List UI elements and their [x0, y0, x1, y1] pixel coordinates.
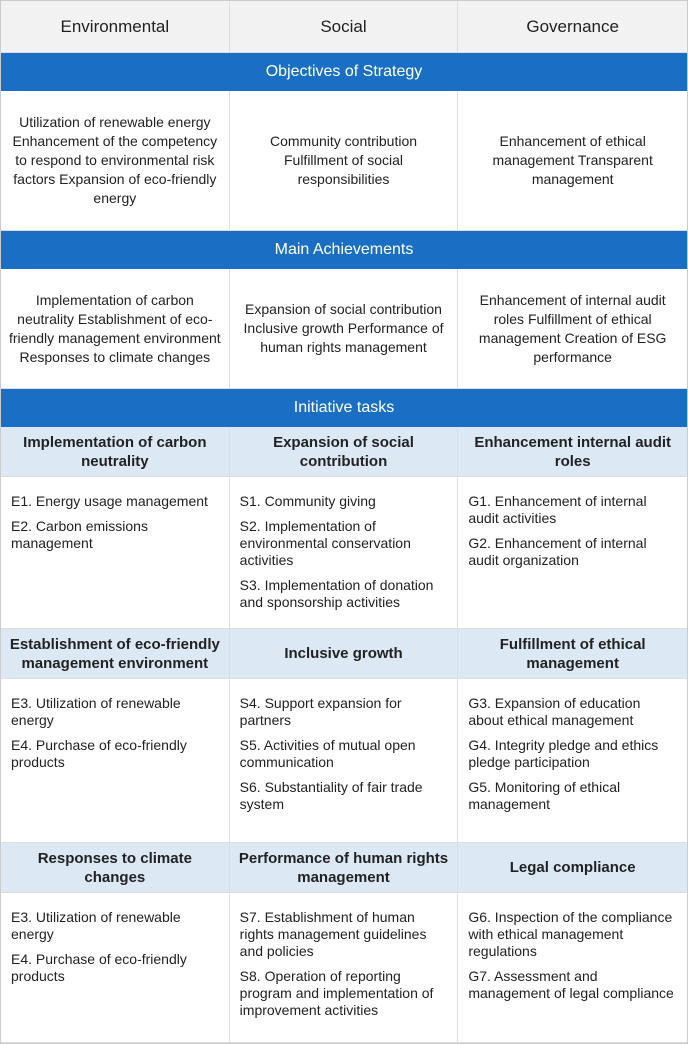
section-bar: Main Achievements [1, 231, 687, 269]
task-item: E3. Utilization of renewable energy [11, 695, 181, 728]
task-item: E2. Carbon emissions management [11, 518, 148, 551]
task-item: G5. Monitoring of ethical management [468, 779, 621, 812]
task-cell: E3. Utilization of renewable energy E4. P… [1, 893, 230, 1043]
task-item: G7. Assessment and management of legal c… [468, 968, 674, 1001]
table-row: Responses to climate changes Performance … [1, 843, 688, 893]
column-header: Governance [458, 1, 688, 53]
table-row: Implementation of carbon neutrality Esta… [1, 269, 688, 389]
content-cell: Community contribution Fulfillment of so… [229, 91, 459, 231]
table-row: Utilization of renewable energy Enhancem… [1, 91, 688, 231]
task-item: E1. Energy usage management [11, 493, 208, 509]
table-row: Establishment of eco-friendly management… [1, 629, 688, 679]
task-cell: G3. Expansion of education about ethical… [458, 679, 688, 843]
task-heading: Establishment of eco-friendly management… [1, 629, 230, 679]
table-row: E3. Utilization of renewable energy E4. P… [1, 893, 688, 1043]
task-cell: G6. Inspection of the compliance with et… [458, 893, 688, 1043]
content-cell: Implementation of carbon neutrality Esta… [1, 269, 230, 389]
content-cell: Enhancement of ethical management Transp… [458, 91, 688, 231]
task-heading: Inclusive growth [229, 629, 459, 679]
task-heading: Legal compliance [458, 843, 688, 893]
task-heading: Enhancement internal audit roles [458, 427, 688, 477]
task-item: G1. Enhancement of internal audit activi… [468, 493, 647, 526]
task-cell: E1. Energy usage management E2. Carbon em… [1, 477, 230, 629]
task-item: S7. Establishment of human rights manage… [239, 909, 427, 959]
section-bar: Initiative tasks [1, 389, 687, 427]
content-cell: Expansion of social contribution Inclusi… [229, 269, 459, 389]
task-item: S4. Support expansion for partners [239, 695, 402, 728]
task-item: G3. Expansion of education about ethical… [468, 695, 641, 728]
task-heading: Expansion of social contribution [229, 427, 459, 477]
task-item: G2. Enhancement of internal audit organi… [468, 535, 647, 568]
task-item: E3. Utilization of renewable energy [11, 909, 181, 942]
task-item: E4. Purchase of eco-friendly products [11, 737, 187, 770]
task-cell: G1. Enhancement of internal audit activi… [458, 477, 688, 629]
task-heading: Performance of human rights management [229, 843, 459, 893]
task-item: G6. Inspection of the compliance with et… [468, 909, 673, 959]
task-item: S8. Operation of reporting program and i… [239, 968, 434, 1018]
task-cell: S1. Community giving S2. Implementation o… [229, 477, 459, 629]
task-heading: Implementation of carbon neutrality [1, 427, 230, 477]
task-cell: S7. Establishment of human rights manage… [229, 893, 459, 1043]
task-item: S6. Substantiality of fair trade system [239, 779, 423, 812]
section-bar: Objectives of Strategy [1, 53, 687, 91]
task-item: S1. Community giving [239, 493, 376, 509]
task-heading: Fulfillment of ethical management [458, 629, 688, 679]
table-row: E1. Energy usage management E2. Carbon em… [1, 477, 688, 629]
task-cell: S4. Support expansion for partners S5. Ac… [229, 679, 459, 843]
task-item: S3. Implementation of donation and spons… [239, 577, 434, 610]
column-header: Social [229, 1, 459, 53]
content-cell: Enhancement of internal audit roles Fulf… [458, 269, 688, 389]
table-row: E3. Utilization of renewable energy E4. P… [1, 679, 688, 843]
task-item: S5. Activities of mutual open communicat… [239, 737, 416, 770]
task-cell: E3. Utilization of renewable energy E4. P… [1, 679, 230, 843]
task-item: G4. Integrity pledge and ethics pledge p… [468, 737, 659, 770]
table-row: Implementation of carbon neutrality Expan… [1, 427, 688, 477]
task-heading: Responses to climate changes [1, 843, 230, 893]
task-item: E4. Purchase of eco-friendly products [11, 951, 187, 984]
task-item: S2. Implementation of environmental cons… [239, 518, 411, 568]
column-header: Environmental [1, 1, 230, 53]
content-cell: Utilization of renewable energy Enhancem… [1, 91, 230, 231]
table-row: Environmental Social Governance [1, 1, 688, 53]
